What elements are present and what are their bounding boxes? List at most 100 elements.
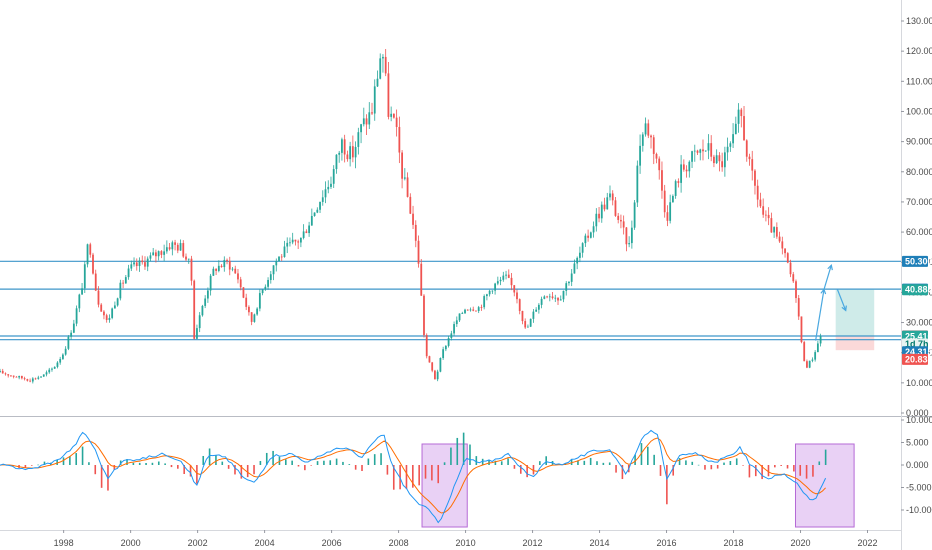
candle-body [797,298,800,317]
price-badge-label: 25.410 [905,331,932,341]
candle-body [811,359,814,361]
histogram-bar [81,446,84,465]
candle-body [176,244,179,251]
histogram-bar [583,460,586,465]
candle-body [97,290,100,305]
histogram-bar [500,461,503,465]
price-axis-label: 120.000 [906,46,932,56]
candle-body [475,310,477,312]
projection-up-arrow-2[interactable] [823,265,832,290]
candle-body [442,349,445,359]
histogram-bar [113,465,116,470]
candle-body [1,370,4,374]
oscillator-highlight-box[interactable] [421,443,468,528]
candle-body [319,201,321,210]
macd-line[interactable] [0,429,827,524]
histogram-bar [196,465,198,484]
candle-body [592,226,595,233]
candle-body [187,258,190,260]
histogram-bar [164,463,166,465]
candle-body [674,181,677,196]
histogram-bar [323,460,325,465]
candle-body [573,263,576,274]
candle-body [201,305,204,316]
candle-body [532,311,535,319]
price-pane[interactable] [0,49,932,417]
histogram-bar [100,465,103,488]
histogram-bar [761,465,763,480]
price-axis[interactable]: 0.00010.00020.00030.00040.00050.00060.00… [901,0,932,550]
price-badge[interactable] [902,284,928,296]
histogram-bar [475,456,478,465]
candle-body [748,156,751,160]
stop-loss-zone[interactable] [835,336,875,351]
candle-body [548,296,551,298]
signal-line[interactable] [0,437,826,514]
candle-body [305,231,308,234]
candle-body [721,161,724,168]
price-axis-label: 90.000 [906,137,932,147]
projection-down-arrow-head [841,305,847,312]
candle-body [425,335,428,357]
histogram-bar [138,462,141,465]
candle-body [182,243,185,257]
candle-body [135,262,138,267]
histogram-bar [519,465,522,474]
candle-body [625,227,628,245]
candle-body [507,274,510,278]
candle-body [447,338,450,346]
histogram-bar [494,460,497,465]
candle-body [568,281,570,284]
candle-body [392,113,395,118]
candle-body [458,313,461,321]
candle-body [431,362,434,371]
candle-body [324,189,327,198]
candle-body [587,235,590,238]
candle-body [554,297,557,299]
candle-body [242,287,245,298]
candle-body [767,214,770,219]
histogram-bar [621,465,624,480]
candle-body [354,146,357,158]
candle-body [633,202,636,228]
histogram-bar [405,465,408,490]
candle-body [639,145,641,166]
projection-up-arrow[interactable] [815,289,825,341]
histogram-bar [151,462,154,465]
projection-down-arrow[interactable] [836,289,847,311]
histogram-bar [342,461,344,465]
price-badge[interactable] [902,353,928,365]
candle-body [699,149,702,153]
time-axis[interactable]: 1998 2000 2002 2004 2006 2008 2010 2012 2014 2016… [0,530,901,548]
candle-body [636,165,639,203]
price-badge[interactable] [902,255,928,267]
histogram-bar [126,459,128,465]
candle-body [272,265,275,275]
candle-body [469,309,472,311]
candle-body [718,155,721,162]
candle-body [480,307,483,308]
oscillator-pane[interactable] [0,429,855,528]
histogram-bar [539,461,541,465]
oscillator-axis-label: 5.000 [906,438,929,448]
candle-body [206,290,209,299]
candle-body [395,117,398,127]
histogram-bar [348,464,351,465]
candle-body [682,164,685,170]
candle-body [800,316,803,343]
histogram-bar [685,460,687,465]
candle-body [403,177,406,179]
candle-body [223,259,226,268]
candle-body [75,308,78,324]
candle-body [450,333,453,339]
histogram-bar [545,456,547,465]
candle-body [406,177,409,197]
histogram-bar [532,465,535,475]
target-profit-zone[interactable] [835,289,875,337]
histogram-bar [443,462,446,465]
candle-body [193,280,196,339]
candle-body [133,262,135,265]
oscillator-highlight-box[interactable] [794,443,855,528]
